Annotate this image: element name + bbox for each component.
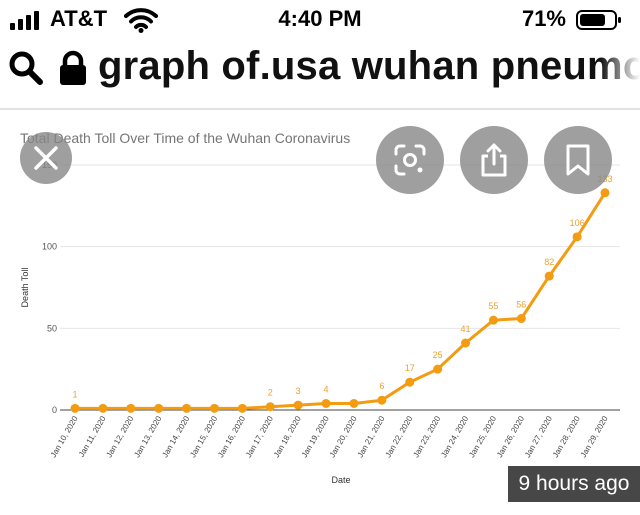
close-icon [34,146,58,170]
x-tick-label: Jan 25, 2020 [467,414,498,459]
data-label: 41 [461,324,471,334]
x-tick-label: Jan 23, 2020 [411,414,442,459]
bookmark-button[interactable] [544,126,612,194]
url-fade [600,40,640,108]
search-icon[interactable] [8,50,44,86]
x-tick-label: Jan 15, 2020 [188,414,219,459]
x-tick-label: Jan 28, 2020 [551,414,582,459]
close-button[interactable] [20,132,72,184]
clock: 4:40 PM [278,6,362,31]
x-tick-label: Jan 16, 2020 [216,414,247,459]
data-label: 2 [268,388,273,398]
x-tick-label: Jan 26, 2020 [495,414,526,459]
lens-icon [394,144,426,176]
data-point [321,398,331,408]
data-label: 55 [488,301,498,311]
data-label: 25 [433,350,443,360]
data-point [600,188,610,198]
x-tick-label: Jan 13, 2020 [132,414,163,459]
data-label: 106 [570,218,585,228]
lens-button[interactable] [376,126,444,194]
signal-icon [10,10,39,30]
data-point [265,402,275,412]
carrier-name: AT&T [50,6,108,31]
x-tick-label: Jan 24, 2020 [439,414,470,459]
x-tick-label: Jan 20, 2020 [328,414,359,459]
data-label: 4 [324,384,329,394]
x-tick-label: Jan 19, 2020 [300,414,331,459]
data-point [237,403,247,413]
data-point [182,403,192,413]
x-tick-label: Jan 12, 2020 [105,414,136,459]
data-point [126,403,136,413]
data-label: 6 [379,381,384,391]
data-label: 17 [405,363,415,373]
battery-percent: 71% [521,6,566,31]
line-chart: Total Death Toll Over Time of the Wuhan … [20,130,620,485]
data-point [433,364,443,374]
divider [0,108,640,110]
x-tick-label: Jan 29, 2020 [579,414,610,459]
data-point [70,403,80,413]
x-axis-label: Date [331,475,350,485]
data-point [544,271,554,281]
timestamp-badge: 9 hours ago [508,466,640,502]
data-point [488,315,498,325]
data-point [349,398,359,408]
x-tick-label: Jan 21, 2020 [356,414,387,459]
data-point [572,232,582,242]
y-tick-label: 50 [47,323,57,333]
battery-icon [576,10,621,30]
data-point [461,338,471,348]
data-point [516,314,526,324]
data-point [98,403,108,413]
x-tick-label: Jan 14, 2020 [160,414,191,459]
y-axis-label: Death Toll [20,268,30,308]
data-label: 3 [296,386,301,396]
share-icon [481,143,507,177]
x-tick-label: Jan 18, 2020 [272,414,303,459]
data-label: 56 [516,300,526,310]
x-tick-label: Jan 10, 2020 [49,414,80,459]
data-point [154,403,164,413]
url-text[interactable]: graph of.usa wuhan pneumonia [98,44,640,88]
data-point [405,377,415,387]
data-label: 82 [544,257,554,267]
bookmark-icon [566,144,590,176]
share-button[interactable] [460,126,528,194]
lock-icon [60,50,86,85]
x-tick-label: Jan 22, 2020 [384,414,415,459]
x-tick-label: Jan 17, 2020 [244,414,275,459]
data-point [377,395,387,405]
chart-title: Total Death Toll Over Time of the Wuhan … [20,130,350,146]
data-point [293,400,303,410]
address-bar[interactable]: graph of.usa wuhan pneumonia [0,40,640,108]
x-tick-label: Jan 27, 2020 [523,414,554,459]
chart-image[interactable]: Total Death Toll Over Time of the Wuhan … [0,110,640,515]
x-tick-label: Jan 11, 2020 [77,414,108,459]
data-point [209,403,219,413]
data-label: 1 [72,389,77,399]
status-bar: AT&T 4:40 PM 71% [0,0,640,40]
y-tick-label: 100 [42,242,57,252]
series-line [75,191,607,410]
wifi-icon [124,8,158,33]
y-tick-label: 0 [52,405,57,415]
